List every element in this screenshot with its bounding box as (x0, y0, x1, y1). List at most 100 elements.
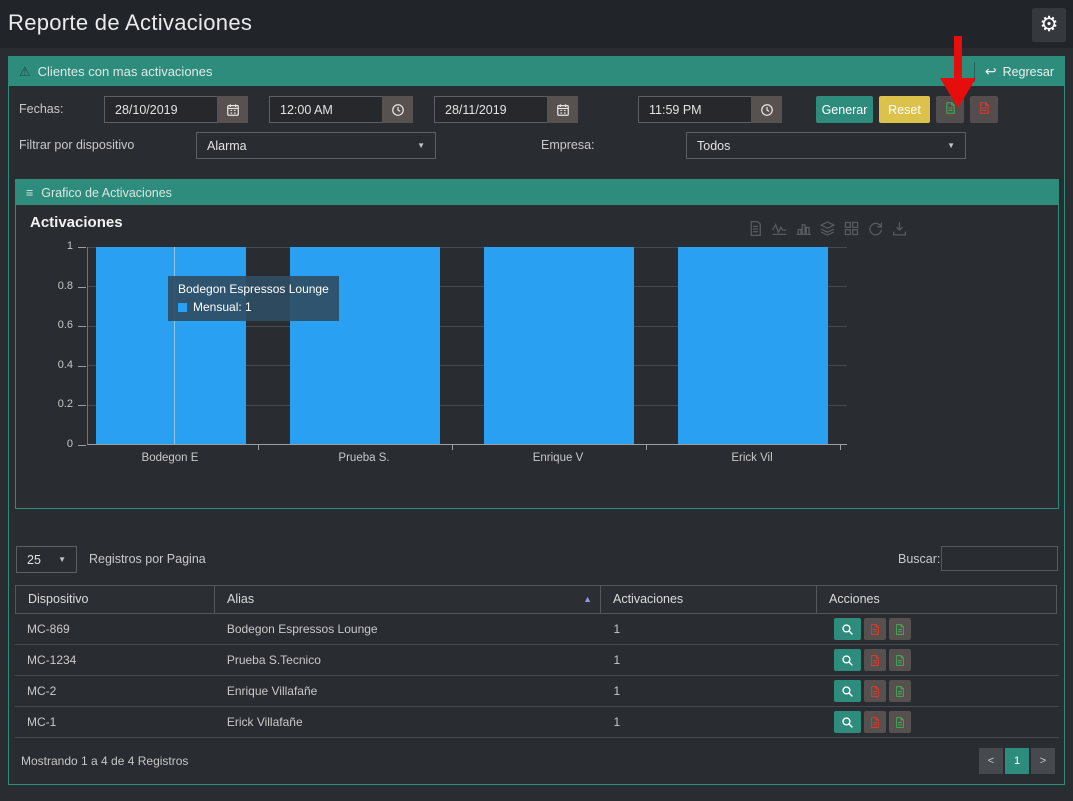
page-size-label: Registros por Pagina (89, 552, 206, 566)
y-axis-tick (78, 405, 86, 407)
chevron-down-icon: ▼ (58, 555, 66, 564)
view-row-button[interactable] (834, 618, 862, 640)
bar-chart-icon[interactable] (795, 220, 812, 237)
view-row-button[interactable] (834, 680, 862, 702)
current-page-button[interactable]: 1 (1005, 748, 1029, 774)
warning-icon: ⚠ (19, 63, 31, 79)
page-title: Reporte de Activaciones (8, 10, 253, 35)
excel-file-icon (894, 716, 906, 729)
actions-cell (818, 618, 1059, 640)
y-axis-label: 0.8 (57, 279, 73, 292)
table-row: MC-1234 Prueba S.Tecnico 1 (15, 645, 1059, 676)
file-icon[interactable] (747, 220, 764, 237)
start-time-input[interactable] (269, 96, 382, 123)
prev-page-button[interactable]: < (979, 748, 1003, 774)
empresa-select[interactable]: Todos ▼ (686, 132, 966, 159)
gridline (88, 365, 847, 367)
view-row-button[interactable] (834, 649, 862, 671)
alias-cell: Enrique Villafañe (226, 684, 318, 698)
clients-panel: ⚠ Clientes con mas activaciones ↩ Regres… (8, 56, 1065, 785)
end-date-input[interactable] (434, 96, 547, 123)
page-size-select[interactable]: 25 ▼ (16, 546, 77, 573)
pdf-file-icon (869, 654, 881, 667)
excel-file-icon (894, 623, 906, 636)
pdf-file-icon (869, 685, 881, 698)
chevron-down-icon: ▼ (947, 141, 955, 150)
gridline (88, 325, 847, 327)
gridline (88, 286, 847, 288)
series-swatch (178, 302, 187, 312)
generar-button[interactable]: Generar (816, 96, 873, 123)
fechas-label: Fechas: (19, 102, 64, 116)
calendar-icon[interactable] (547, 96, 578, 123)
row-pdf-button[interactable] (864, 618, 887, 640)
export-excel-button[interactable] (936, 96, 964, 123)
row-excel-button[interactable] (889, 711, 912, 733)
chart-panel: ≡ Grafico de Activaciones Activaciones B… (15, 179, 1059, 509)
pdf-file-icon (869, 623, 881, 636)
view-row-button[interactable] (834, 711, 862, 733)
start-date-input[interactable] (104, 96, 217, 123)
alias-cell: Erick Villafañe (226, 715, 303, 729)
y-axis-tick (78, 365, 86, 367)
end-time-input[interactable] (638, 96, 751, 123)
column-header-acciones[interactable]: Acciones (816, 585, 1057, 614)
pdf-file-icon (869, 716, 881, 729)
reset-button[interactable]: Reset (879, 96, 930, 123)
table-info-text: Mostrando 1 a 4 de 4 Registros (21, 754, 189, 768)
chart-bar[interactable] (678, 247, 828, 444)
download-icon[interactable] (891, 220, 908, 237)
chart-panel-header: ≡ Grafico de Activaciones (16, 180, 1058, 205)
row-pdf-button[interactable] (864, 649, 887, 671)
activations-cell: 1 (613, 653, 621, 667)
column-header-activaciones[interactable]: Activaciones (600, 585, 817, 614)
refresh-icon[interactable] (867, 220, 884, 237)
menu-icon: ≡ (26, 185, 34, 200)
sort-asc-icon: ▲ (583, 594, 592, 604)
table-row: MC-2 Enrique Villafañe 1 (15, 676, 1059, 707)
device-select[interactable]: Alarma ▼ (196, 132, 436, 159)
row-excel-button[interactable] (889, 618, 912, 640)
table-header-row: Dispositivo Alias ▲ Activaciones Acciones (15, 585, 1059, 614)
layers-icon[interactable] (819, 220, 836, 237)
search-input[interactable] (941, 546, 1058, 571)
column-header-dispositivo[interactable]: Dispositivo (15, 585, 215, 614)
x-axis-label: Bodegon E (141, 452, 199, 464)
end-date-group (434, 96, 578, 123)
settings-button[interactable]: ⚙ (1032, 8, 1066, 42)
y-axis-label: 0 (66, 438, 73, 450)
y-axis-tick (78, 247, 86, 248)
clock-icon[interactable] (382, 96, 413, 123)
row-pdf-button[interactable] (864, 711, 887, 733)
search-icon (841, 623, 854, 636)
clock-icon[interactable] (751, 96, 782, 123)
search-label: Buscar: (898, 552, 941, 566)
end-time-group (638, 96, 782, 123)
records-table: Dispositivo Alias ▲ Activaciones Acciones… (15, 585, 1059, 738)
column-header-alias[interactable]: Alias ▲ (214, 585, 601, 614)
chevron-down-icon: ▼ (417, 141, 425, 150)
actions-cell (818, 711, 1059, 733)
row-excel-button[interactable] (889, 680, 912, 702)
activations-cell: 1 (613, 715, 621, 729)
x-axis-tick (258, 445, 259, 450)
y-axis-label: 1 (66, 240, 73, 252)
excel-file-icon (894, 685, 906, 698)
pdf-file-icon (978, 101, 991, 118)
start-time-group (269, 96, 413, 123)
row-pdf-button[interactable] (864, 680, 887, 702)
next-page-button[interactable]: > (1031, 748, 1055, 774)
row-excel-button[interactable] (889, 649, 912, 671)
chart-bar[interactable] (484, 247, 634, 444)
tooltip-title: Bodegon Espressos Lounge (178, 282, 329, 296)
export-pdf-button[interactable] (970, 96, 998, 123)
line-chart-icon[interactable] (771, 220, 788, 237)
back-button[interactable]: ↩ Regresar (984, 63, 1054, 79)
y-axis-tick (78, 445, 86, 446)
y-axis-tick (78, 326, 86, 328)
start-date-group (104, 96, 248, 123)
calendar-icon[interactable] (217, 96, 248, 123)
grid-icon[interactable] (843, 220, 860, 237)
x-axis-tick (646, 445, 647, 450)
actions-cell (818, 649, 1059, 671)
